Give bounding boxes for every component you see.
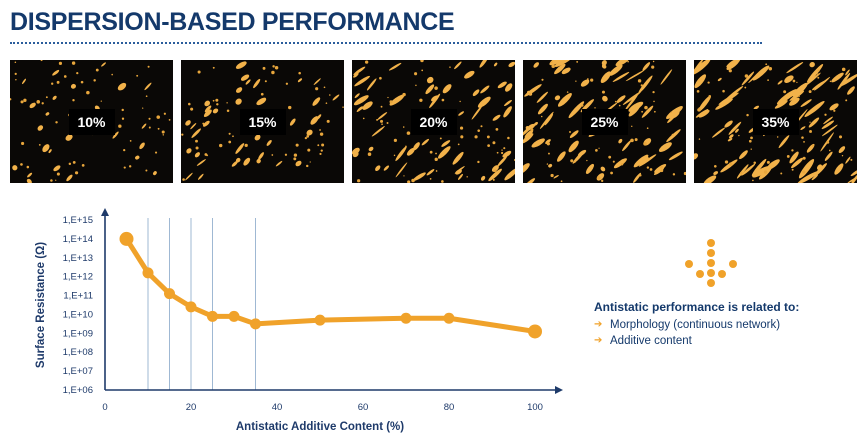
x-tick-label: 0 xyxy=(102,402,107,413)
micrograph-label: 15% xyxy=(239,108,286,135)
arrow-down-dots-icon xyxy=(683,238,739,297)
y-tick-label: 1,E+11 xyxy=(63,291,93,302)
y-tick-label: 1,E+14 xyxy=(63,234,93,245)
y-tick-label: 1,E+15 xyxy=(63,215,93,226)
legend-panel: Antistatic performance is related to: ➔ … xyxy=(594,300,854,349)
y-tick-label: 1,E+10 xyxy=(63,309,93,320)
data-point xyxy=(228,310,240,322)
data-point xyxy=(142,267,154,279)
legend-item-morphology: ➔ Morphology (continuous network) xyxy=(594,317,854,333)
title-divider xyxy=(10,42,762,44)
data-point xyxy=(119,231,134,246)
x-axis-arrow-icon xyxy=(555,386,563,394)
micrograph-label: 10% xyxy=(68,108,115,135)
data-point xyxy=(528,324,542,339)
micrograph-1: 10% xyxy=(10,60,173,183)
micrograph-5: 35% xyxy=(694,60,857,183)
x-axis-title: Antistatic Additive Content (%) xyxy=(236,421,404,433)
x-tick-label: 80 xyxy=(444,402,455,413)
x-tick-label: 20 xyxy=(186,402,197,413)
data-point xyxy=(443,312,455,324)
y-axis-arrow-icon xyxy=(101,208,109,216)
page-title: DISPERSION-BASED PERFORMANCE xyxy=(10,8,455,36)
legend-title: Antistatic performance is related to: xyxy=(594,300,800,314)
micrograph-label: 20% xyxy=(410,108,457,135)
data-point xyxy=(185,301,197,313)
series-line xyxy=(124,236,538,334)
data-point xyxy=(250,318,261,330)
x-tick-label: 40 xyxy=(272,402,283,413)
y-tick-label: 1,E+08 xyxy=(63,347,93,358)
data-point xyxy=(207,310,218,322)
micrograph-2: 15% xyxy=(181,60,344,183)
y-tick-label: 1,E+07 xyxy=(63,366,93,377)
x-tick-label: 60 xyxy=(358,402,369,413)
y-tick-label: 1,E+13 xyxy=(63,253,93,264)
micrograph-3: 20% xyxy=(352,60,515,183)
micrograph-label: 35% xyxy=(752,108,799,135)
y-axis-title: Surface Resistance (Ω) xyxy=(35,242,47,368)
arrow-right-icon: ➔ xyxy=(594,335,603,346)
y-tick-label: 1,E+06 xyxy=(63,385,93,396)
data-point xyxy=(314,314,326,326)
micrograph-4: 25% xyxy=(523,60,686,183)
arrow-right-icon: ➔ xyxy=(594,319,603,330)
data-point xyxy=(164,288,175,300)
data-point xyxy=(400,312,412,324)
x-tick-label: 100 xyxy=(527,402,543,413)
legend-item-additive: ➔ Additive content xyxy=(594,333,854,349)
legend-item-label: Morphology (continuous network) xyxy=(610,319,781,331)
y-tick-label: 1,E+12 xyxy=(63,272,93,283)
resistance-chart: 1,E+06 1,E+07 1,E+08 1,E+09 1,E+10 1,E+11 1,E+… xyxy=(35,208,563,433)
y-tick-label: 1,E+09 xyxy=(63,328,93,339)
micrograph-label: 25% xyxy=(581,108,628,135)
legend-item-label: Additive content xyxy=(610,335,692,347)
